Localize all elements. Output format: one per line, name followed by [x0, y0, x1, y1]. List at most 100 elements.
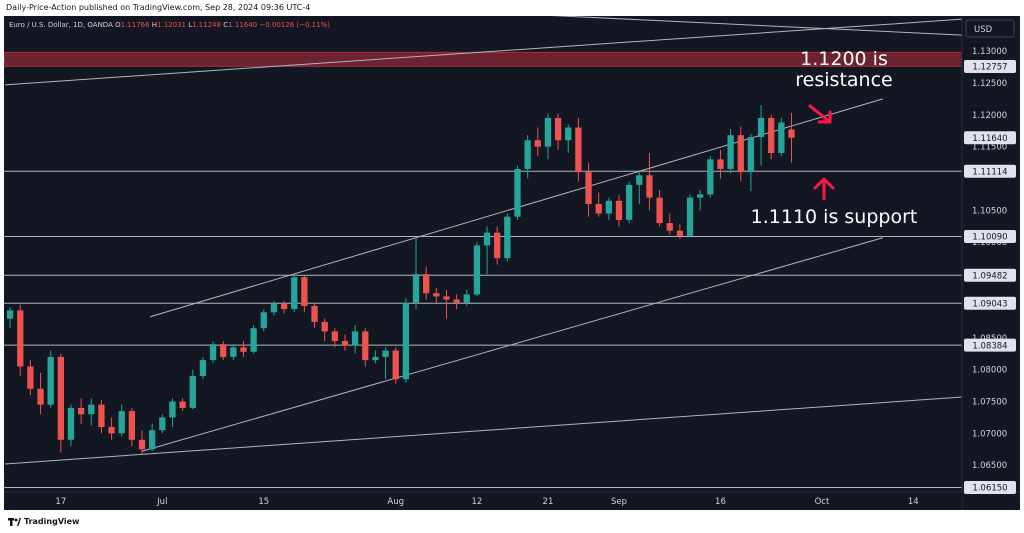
candle-bearish[interactable]: [17, 304, 24, 377]
candle-bearish[interactable]: [453, 294, 460, 310]
candle-bearish[interactable]: [77, 398, 85, 424]
candle-body: [676, 230, 684, 236]
candle-bearish[interactable]: [656, 189, 663, 227]
candle-bullish[interactable]: [625, 181, 633, 224]
candle-bullish[interactable]: [747, 133, 755, 192]
price-badge[interactable]: 1.12757: [964, 60, 1016, 74]
candle-bullish[interactable]: [402, 298, 410, 383]
candle-bullish[interactable]: [291, 274, 298, 313]
candle-body: [402, 302, 410, 380]
candle-bearish[interactable]: [737, 126, 744, 182]
candle-bullish[interactable]: [230, 344, 237, 361]
candle-bearish[interactable]: [646, 153, 653, 211]
candle-bearish[interactable]: [128, 407, 136, 447]
candle-bearish[interactable]: [301, 275, 308, 313]
price-badge[interactable]: 1.08384: [964, 338, 1016, 352]
candle-bearish[interactable]: [179, 398, 186, 412]
price-badge[interactable]: 1.11114: [964, 164, 1016, 178]
candle-bullish[interactable]: [727, 128, 734, 174]
candle-bearish[interactable]: [534, 127, 541, 157]
candle-bullish[interactable]: [697, 189, 704, 211]
candle-bullish[interactable]: [118, 404, 125, 437]
time-scale[interactable]: [4, 492, 962, 510]
candle-bearish[interactable]: [768, 114, 775, 160]
candle-bullish[interactable]: [199, 356, 207, 380]
trendline[interactable]: [141, 237, 883, 452]
candle-bearish[interactable]: [341, 334, 349, 351]
candle-bullish[interactable]: [463, 290, 470, 306]
candle-body: [625, 184, 633, 220]
candle-bearish[interactable]: [37, 372, 44, 415]
candle-bearish[interactable]: [108, 417, 115, 440]
currency-label[interactable]: USD: [974, 25, 993, 35]
trendline[interactable]: [4, 18, 963, 86]
candle-bullish[interactable]: [757, 105, 765, 166]
candle-bullish[interactable]: [169, 398, 176, 428]
candle-bearish[interactable]: [585, 162, 592, 217]
candle-bullish[interactable]: [504, 213, 511, 262]
candle-bearish[interactable]: [494, 226, 501, 265]
price-badge[interactable]: 1.11640: [964, 131, 1016, 145]
candle-bullish[interactable]: [524, 135, 531, 179]
candle-bullish[interactable]: [88, 398, 95, 426]
candle-body: [544, 117, 552, 147]
candle-bearish[interactable]: [676, 224, 684, 240]
candle-bullish[interactable]: [209, 340, 217, 364]
candle-bearish[interactable]: [554, 113, 562, 150]
candle-bullish[interactable]: [483, 226, 491, 275]
trendline[interactable]: [4, 396, 963, 465]
candle-bearish[interactable]: [362, 328, 369, 367]
tradingview-logo[interactable]: TradingView: [8, 516, 79, 528]
candle-bearish[interactable]: [280, 300, 288, 314]
candle-body: [443, 296, 450, 300]
candle-bullish[interactable]: [778, 117, 785, 157]
candle-bearish[interactable]: [443, 290, 450, 319]
candle-bearish[interactable]: [321, 318, 328, 341]
price-badge[interactable]: 1.10090: [964, 229, 1016, 243]
candle-bearish[interactable]: [331, 328, 338, 348]
candle-bullish[interactable]: [47, 350, 54, 408]
candle-bullish[interactable]: [544, 113, 552, 160]
candle-bearish[interactable]: [615, 194, 623, 227]
candle-bearish[interactable]: [595, 192, 602, 217]
candle-bullish[interactable]: [473, 242, 481, 297]
candle-bullish[interactable]: [250, 325, 257, 354]
candle-bearish[interactable]: [717, 149, 724, 179]
candle-bullish[interactable]: [636, 172, 643, 204]
candle-bearish[interactable]: [788, 112, 795, 163]
candle-bullish[interactable]: [149, 423, 156, 452]
candle-bullish[interactable]: [707, 156, 714, 198]
candle-bullish[interactable]: [67, 404, 75, 447]
candle-bearish[interactable]: [57, 353, 64, 453]
price-badge[interactable]: 1.09482: [964, 268, 1016, 282]
candle-bearish[interactable]: [27, 360, 34, 396]
candle-bullish[interactable]: [686, 194, 694, 238]
candle-bearish[interactable]: [666, 213, 673, 235]
candle-bearish[interactable]: [220, 340, 227, 361]
candle-bearish[interactable]: [138, 430, 146, 454]
candle-bullish[interactable]: [372, 350, 379, 364]
candle-bullish[interactable]: [159, 414, 166, 434]
price-badge[interactable]: 1.09043: [964, 296, 1016, 310]
candle-bearish[interactable]: [98, 400, 105, 434]
candle-bullish[interactable]: [382, 347, 389, 380]
price-chart[interactable]: 1.1200 is resistance 1.1110 is support 1.1…: [3, 2, 1020, 510]
candle-bearish[interactable]: [311, 302, 318, 329]
candle-bearish[interactable]: [433, 288, 440, 303]
candle-bullish[interactable]: [565, 124, 572, 154]
candle-bearish[interactable]: [240, 340, 247, 357]
candle-bullish[interactable]: [260, 309, 267, 332]
candle-bearish[interactable]: [423, 266, 430, 300]
candle-bullish[interactable]: [412, 237, 420, 310]
candle-bearish[interactable]: [392, 347, 399, 384]
price-badge[interactable]: 1.06150: [964, 481, 1016, 495]
candle-bullish[interactable]: [6, 307, 14, 329]
candle-bullish[interactable]: [514, 165, 521, 220]
candle-bullish[interactable]: [605, 197, 612, 220]
candle-bearish[interactable]: [575, 117, 582, 182]
price-scale[interactable]: [962, 16, 1020, 510]
candle-bullish[interactable]: [351, 325, 359, 354]
candle-bullish[interactable]: [270, 300, 278, 316]
candle-bullish[interactable]: [189, 369, 196, 410]
